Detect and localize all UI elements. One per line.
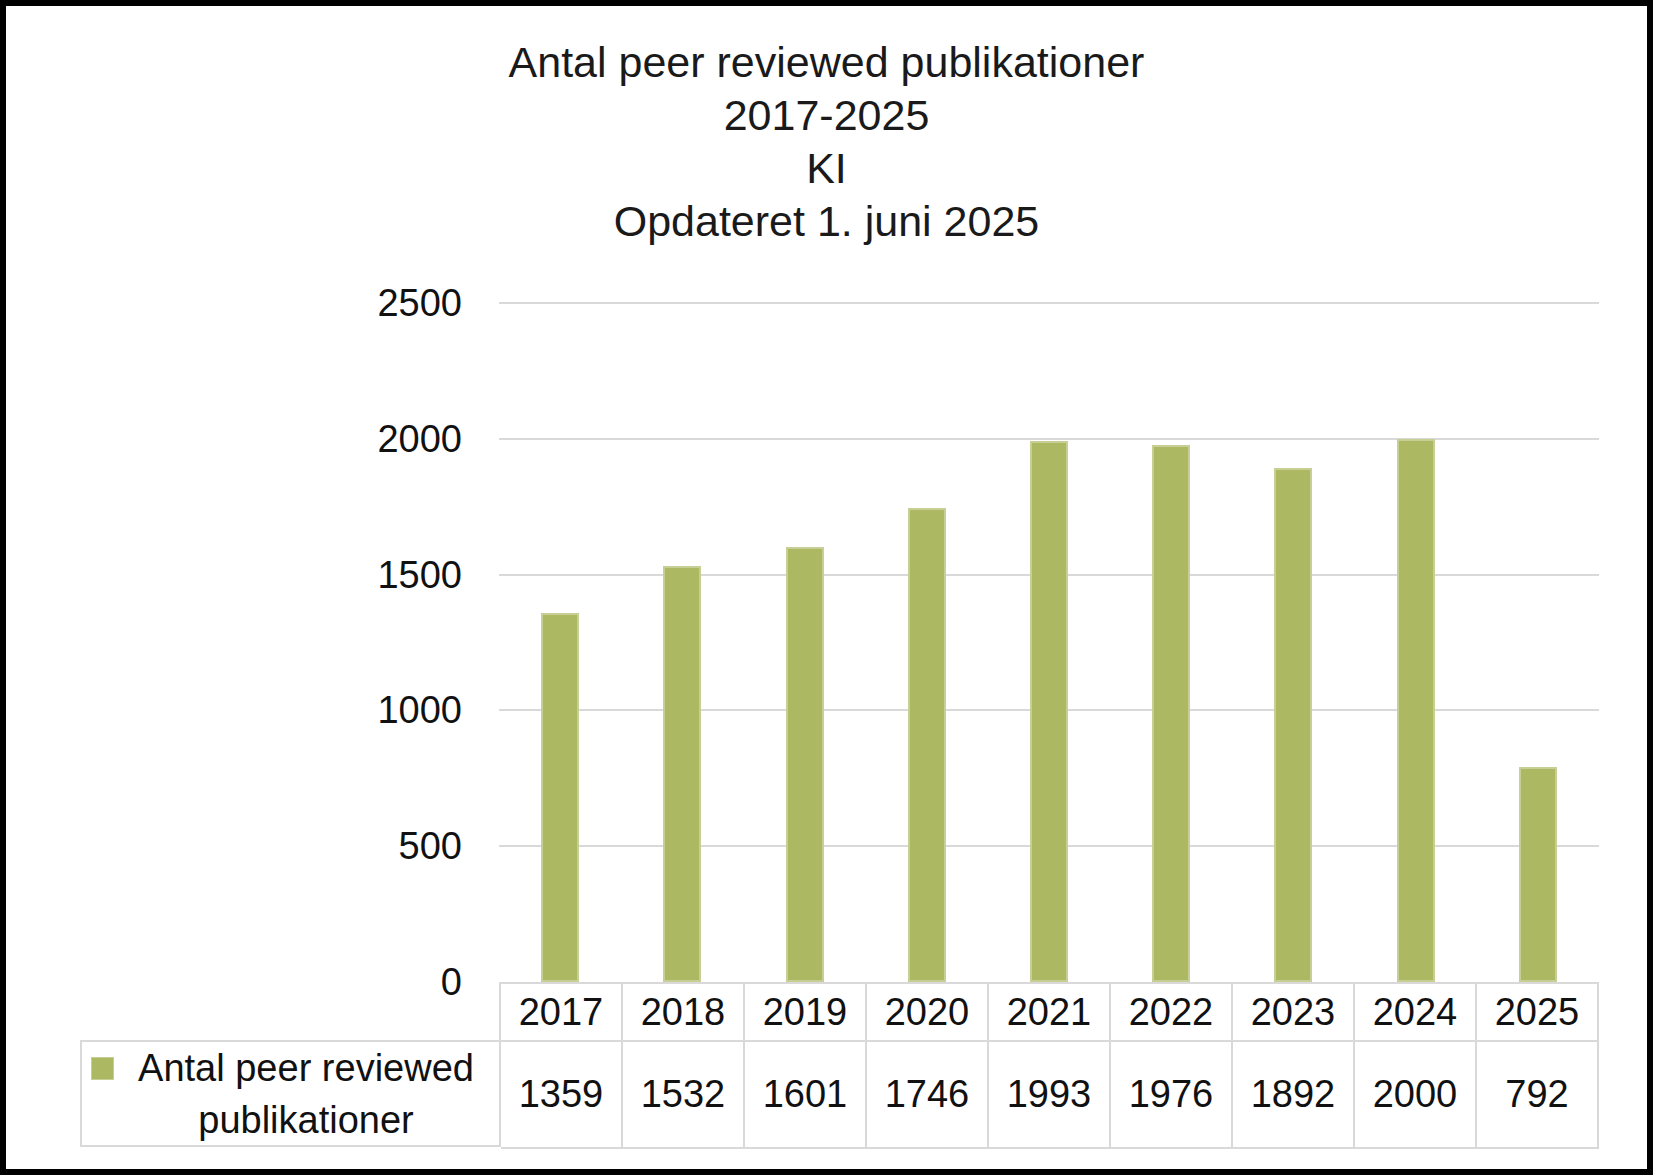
y-axis-tick-label: 2000 — [312, 419, 462, 459]
year-header-cell: 2017 — [501, 984, 623, 1042]
value-cell: 1532 — [623, 1042, 745, 1149]
value-cell: 1601 — [745, 1042, 867, 1149]
value-cell: 1993 — [989, 1042, 1111, 1149]
value-cell: 1359 — [501, 1042, 623, 1149]
value-cell: 1746 — [867, 1042, 989, 1149]
bar-2023 — [1274, 468, 1312, 982]
year-header-cell: 2025 — [1477, 984, 1599, 1042]
bar-2017 — [541, 613, 579, 982]
y-axis-tick-label: 0 — [312, 962, 462, 1002]
year-header-cell: 2019 — [745, 984, 867, 1042]
legend-entry: Antal peer reviewed publikationer — [91, 1042, 490, 1146]
year-header-cell: 2023 — [1233, 984, 1355, 1042]
chart-title-line-3: KI — [0, 142, 1653, 195]
chart-canvas: Antal peer reviewed publikationer 2017-2… — [0, 0, 1653, 1175]
year-header-cell: 2018 — [623, 984, 745, 1042]
legend-cell: Antal peer reviewed publikationer — [80, 1040, 501, 1147]
y-axis-tick-label: 2500 — [312, 283, 462, 323]
chart-title: Antal peer reviewed publikationer 2017-2… — [0, 36, 1653, 248]
bar-2025 — [1519, 767, 1557, 982]
y-axis-tick-label: 500 — [312, 826, 462, 866]
year-header-cell: 2020 — [867, 984, 989, 1042]
bar-2021 — [1030, 441, 1068, 982]
value-cell: 792 — [1477, 1042, 1599, 1149]
value-cell: 1892 — [1233, 1042, 1355, 1149]
data-table: 201720182019202020212022202320242025 1359… — [499, 982, 1599, 1147]
chart-title-line-4: Opdateret 1. juni 2025 — [0, 195, 1653, 248]
year-header-cell: 2022 — [1111, 984, 1233, 1042]
square-icon — [91, 1057, 114, 1080]
chart-title-line-2: 2017-2025 — [0, 89, 1653, 142]
bar-2019 — [786, 547, 824, 982]
value-cell: 1976 — [1111, 1042, 1233, 1149]
bar-2022 — [1152, 445, 1190, 982]
year-header-cell: 2024 — [1355, 984, 1477, 1042]
chart-title-line-1: Antal peer reviewed publikationer — [0, 36, 1653, 89]
bar-2024 — [1397, 439, 1435, 982]
year-header-cell: 2021 — [989, 984, 1111, 1042]
bar-2018 — [663, 566, 701, 982]
bar-2020 — [908, 508, 946, 982]
gridline-y-2500 — [499, 302, 1599, 304]
legend-label: Antal peer reviewed publikationer — [122, 1042, 490, 1146]
y-axis-tick-label: 1000 — [312, 690, 462, 730]
value-cell: 2000 — [1355, 1042, 1477, 1149]
y-axis-tick-label: 1500 — [312, 555, 462, 595]
